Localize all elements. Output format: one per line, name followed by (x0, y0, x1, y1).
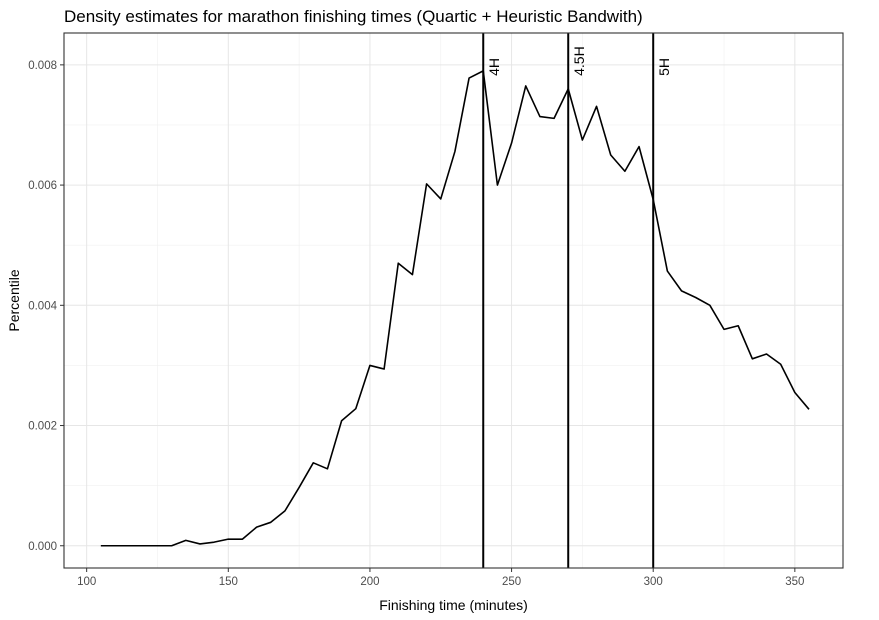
density-series (100, 70, 810, 547)
y-tick-label: 0.004 (28, 300, 57, 312)
x-tick-label: 250 (502, 576, 521, 588)
y-axis: 0.000 0.002 0.004 0.006 0.008 (28, 60, 64, 553)
density-line (100, 70, 810, 547)
x-tick-label: 100 (77, 576, 96, 588)
y-tick-label: 0.008 (28, 60, 57, 72)
y-tick-label: 0.000 (28, 541, 57, 553)
x-tick-label: 300 (644, 576, 663, 588)
x-axis-title: Finishing time (minutes) (379, 597, 528, 613)
y-tick-label: 0.006 (28, 180, 57, 192)
reference-line-label: 4.5H (571, 46, 587, 76)
reference-line-label: 4H (486, 58, 502, 76)
plot-panel-border (63, 32, 844, 569)
x-tick-label: 350 (785, 576, 804, 588)
x-tick-label: 150 (219, 576, 238, 588)
y-tick-label: 0.002 (28, 421, 57, 433)
reference-lines: 4H 4.5H 5H (482, 33, 672, 568)
x-tick-label: 200 (360, 576, 379, 588)
x-axis: 100 150 200 250 300 350 (77, 568, 804, 588)
chart-title: Density estimates for marathon finishing… (64, 7, 643, 26)
reference-line-label: 5H (656, 58, 672, 76)
y-axis-title: Percentile (6, 269, 22, 331)
